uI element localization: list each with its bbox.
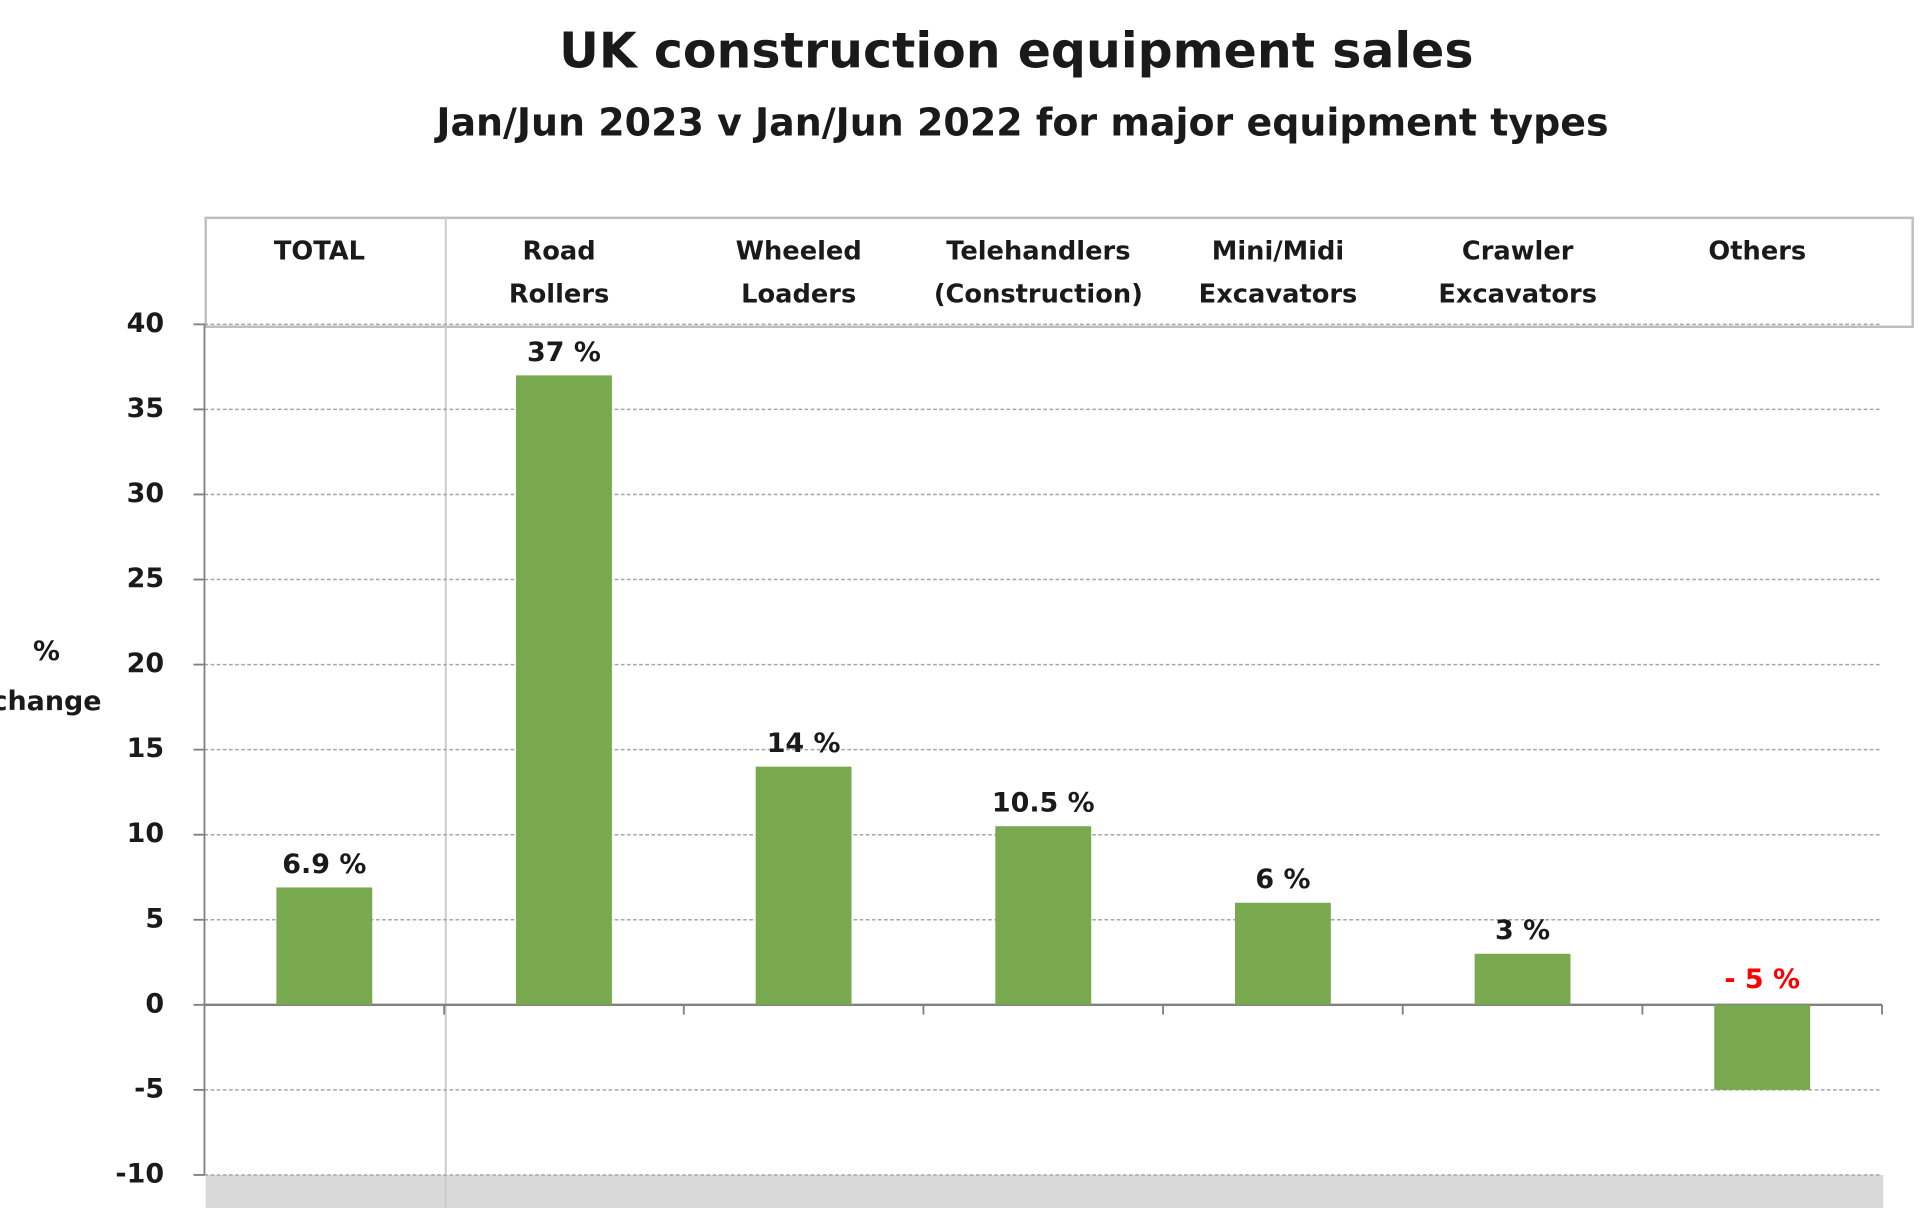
category-label: Road xyxy=(522,237,595,267)
y-tick-label: -10 xyxy=(115,1158,164,1189)
bar xyxy=(276,887,373,1005)
chart-title: UK construction equipment sales xyxy=(559,22,1473,79)
y-tick-label: 0 xyxy=(145,988,164,1019)
category-label: Others xyxy=(1708,237,1806,267)
category-label: Rollers xyxy=(509,279,609,309)
footer-band xyxy=(205,1174,1884,1208)
y-tick-label: -5 xyxy=(134,1073,164,1104)
y-tick-label: 30 xyxy=(127,478,164,509)
value-label: 37 % xyxy=(527,337,601,368)
bar xyxy=(1474,953,1571,1005)
chart-subtitle: Jan/Jun 2023 v Jan/Jun 2022 for major eq… xyxy=(433,100,1608,144)
category-label: Wheeled xyxy=(736,237,862,267)
value-label: 6 % xyxy=(1255,864,1310,895)
bar xyxy=(995,826,1092,1005)
y-axis-label: change xyxy=(0,686,102,717)
value-label: - 5 % xyxy=(1724,964,1800,995)
y-tick-label: 40 xyxy=(127,308,164,339)
category-label: Excavators xyxy=(1438,279,1597,309)
category-label: (Construction) xyxy=(934,279,1143,309)
category-label: Mini/Midi xyxy=(1212,237,1344,267)
bar xyxy=(516,375,612,1005)
bar xyxy=(1234,902,1331,1005)
header-box xyxy=(204,216,1914,329)
value-label: 10.5 % xyxy=(992,788,1095,819)
value-label: 14 % xyxy=(767,728,841,759)
category-label: Telehandlers xyxy=(946,237,1130,267)
y-tick-label: 5 xyxy=(145,903,164,934)
y-tick-label: 15 xyxy=(127,733,164,764)
category-label: Crawler xyxy=(1462,237,1574,267)
category-label: Excavators xyxy=(1199,279,1358,309)
y-axis-label: % xyxy=(33,636,60,667)
y-tick-label: 35 xyxy=(127,393,164,424)
y-tick-label: 10 xyxy=(127,818,164,849)
category-label: TOTAL xyxy=(274,237,365,267)
value-label: 3 % xyxy=(1495,915,1550,946)
category-label: Loaders xyxy=(741,279,856,309)
bar xyxy=(755,766,852,1005)
bar xyxy=(1714,1004,1811,1090)
y-tick-label: 25 xyxy=(127,563,164,594)
y-tick-label: 20 xyxy=(127,648,164,679)
value-label: 6.9 % xyxy=(282,849,366,880)
